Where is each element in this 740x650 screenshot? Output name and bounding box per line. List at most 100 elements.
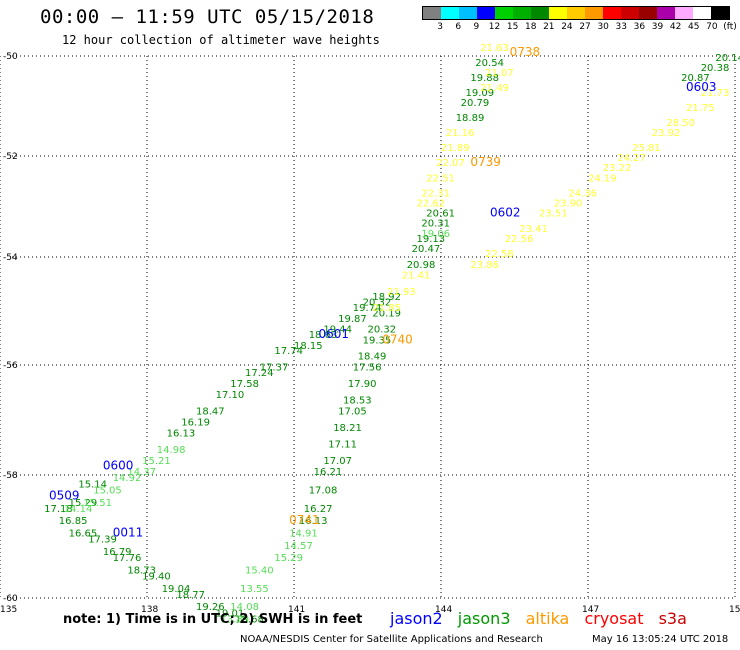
- color-scale-labels: 3 6 9 12 15 18 21 24 27 30 33 36 39 42 45 70 (ft): [422, 22, 740, 36]
- lon-tick-label: 141: [288, 605, 305, 615]
- swh-value: 20.79: [461, 98, 490, 109]
- swh-value: 13.89: [221, 614, 250, 625]
- swh-value: 17.10: [216, 390, 245, 401]
- swh-value: 16.65: [69, 529, 98, 540]
- swh-value: 17.37: [260, 363, 289, 374]
- pass-time-label: 0603: [686, 80, 717, 94]
- swh-value: 17.07: [323, 456, 352, 467]
- lat-tick-label: -58: [3, 471, 18, 481]
- swh-value: 19.74: [353, 303, 382, 314]
- swh-value: 21.07: [485, 68, 514, 79]
- swh-value: 24.19: [588, 173, 617, 184]
- swh-value: 18.63: [309, 330, 338, 341]
- swh-value: 22.58: [485, 249, 514, 260]
- lon-tick-label: 147: [582, 605, 599, 615]
- swh-value: 17.08: [309, 485, 338, 496]
- swh-value: 15.05: [93, 485, 122, 496]
- scale-swatch: [585, 7, 603, 19]
- swh-value: 15.29: [274, 553, 303, 564]
- swh-value: 19.87: [338, 314, 367, 325]
- swh-value: 19.04: [162, 584, 191, 595]
- swh-value: 22.51: [426, 173, 455, 184]
- scale-swatch: [639, 7, 657, 19]
- swh-value: 14.14: [64, 504, 93, 515]
- swh-value: 19.40: [142, 572, 171, 583]
- scale-label: 42: [669, 22, 682, 32]
- swh-value: 16.13: [167, 429, 196, 440]
- swh-value: 21.73: [701, 88, 730, 99]
- swh-value: 19.44: [323, 325, 352, 336]
- swh-value: 20.32: [368, 325, 397, 336]
- swh-value: 18.73: [127, 565, 156, 576]
- scale-swatch: [531, 7, 549, 19]
- lon-tick-label: 144: [435, 605, 452, 615]
- pass-time-label: 0740: [382, 332, 413, 346]
- swh-value: 18.21: [333, 423, 362, 434]
- scale-swatch: [711, 7, 729, 19]
- swh-value: 19.26: [196, 602, 225, 613]
- swh-value: 28.50: [666, 118, 695, 129]
- swh-value: 15.21: [142, 456, 171, 467]
- lat-tick-label: -52: [3, 152, 18, 162]
- pass-time-label: 0602: [490, 206, 521, 220]
- scale-label: 33: [615, 22, 628, 32]
- pass-time-label: 0741: [289, 513, 320, 527]
- swh-value: 17.90: [348, 379, 377, 390]
- swh-value: 20.14: [715, 53, 740, 64]
- swh-value: 16.85: [59, 516, 88, 527]
- swh-value: 20.19: [372, 308, 401, 319]
- swh-value: 22.31: [421, 188, 450, 199]
- scale-label: 18: [524, 22, 537, 32]
- swh-value: 16.19: [181, 418, 210, 429]
- swh-value: 14.92: [113, 473, 142, 484]
- swh-value: 21.89: [441, 143, 470, 154]
- lon-tick-label: 150: [729, 605, 740, 615]
- pass-time-label: 0601: [319, 327, 350, 341]
- swh-value: 16.79: [103, 547, 132, 558]
- scale-label: 3: [437, 22, 443, 32]
- swh-value: 18.92: [372, 292, 401, 303]
- swh-value: 22.56: [505, 234, 534, 245]
- legend-altika: altika: [525, 609, 570, 628]
- swh-value: 16.27: [304, 504, 333, 515]
- swh-value: 20.54: [475, 58, 504, 69]
- swh-value: 17.05: [338, 407, 367, 418]
- color-scale-bar: [422, 6, 730, 20]
- scale-swatch: [549, 7, 567, 19]
- swh-value: 17.56: [353, 363, 382, 374]
- scale-label: 70: [706, 22, 718, 32]
- swh-value: 24.36: [568, 188, 597, 199]
- swh-value: 19.06: [421, 229, 450, 240]
- scale-swatch: [567, 7, 585, 19]
- swh-value: 23.41: [519, 224, 548, 235]
- swh-value: 18.53: [343, 396, 372, 407]
- legend-jason2: jason2: [390, 609, 443, 628]
- lat-tick-label: -56: [3, 361, 18, 371]
- swh-value: 13.55: [240, 584, 269, 595]
- swh-value: 15.51: [83, 498, 112, 509]
- swh-value: 18.77: [176, 590, 205, 601]
- swh-value: 17.24: [245, 368, 274, 379]
- swh-value: 15.29: [69, 498, 98, 509]
- swh-value: 21.16: [446, 128, 475, 139]
- legend-s3a: s3a: [658, 609, 687, 628]
- swh-value: 16.13: [299, 516, 328, 527]
- legend-cryosat: cryosat: [584, 609, 644, 628]
- swh-value: 23.22: [603, 163, 632, 174]
- swh-value: 17.58: [230, 379, 259, 390]
- scale-label: 39: [651, 22, 664, 32]
- lat-tick-label: -50: [3, 52, 18, 62]
- pass-time-label: 0011: [113, 526, 144, 540]
- map-subtitle: 12 hour collection of altimeter wave hei…: [62, 33, 380, 47]
- swh-value: 17.39: [88, 535, 117, 546]
- swh-value: 17.74: [274, 346, 303, 357]
- swh-value: 23.90: [554, 199, 583, 210]
- swh-value: 17.76: [113, 553, 142, 564]
- scale-label: 36: [633, 22, 646, 32]
- swh-value: 18.68: [235, 614, 264, 625]
- swh-value: 17.11: [328, 440, 357, 451]
- scale-label: 12: [488, 22, 501, 32]
- swh-value: 20.61: [426, 209, 455, 220]
- scale-swatch: [657, 7, 675, 19]
